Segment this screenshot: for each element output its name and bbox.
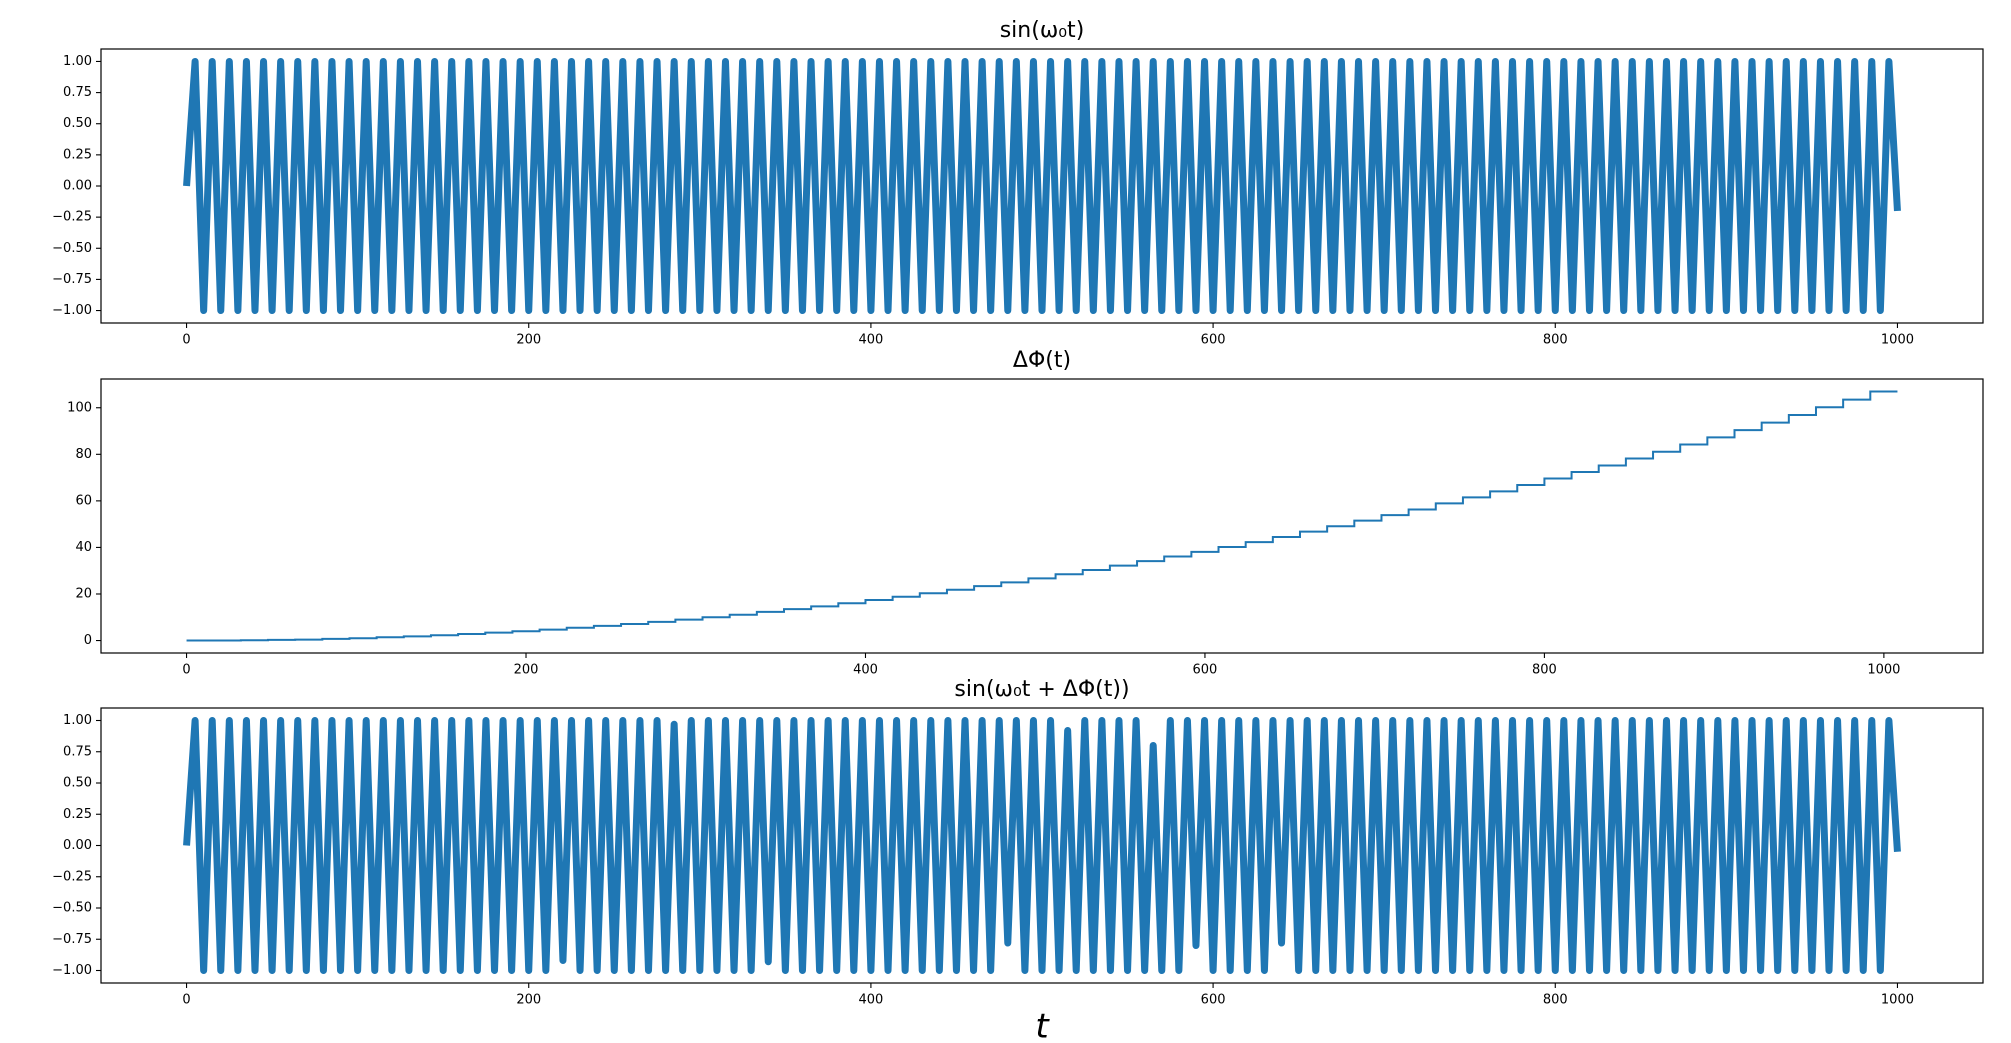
- plot-area: [183, 717, 1901, 974]
- y-tick-label: 0.75: [63, 744, 92, 759]
- y-tick-label: 60: [75, 493, 92, 508]
- y-tick-label: 1.00: [63, 713, 92, 728]
- axes-frame: [100, 378, 1984, 654]
- x-tick-label: 600: [1201, 333, 1226, 348]
- x-tick-label: 800: [1532, 663, 1557, 678]
- plot-area: [186, 390, 1898, 642]
- y-tick-label: 0.00: [63, 838, 92, 853]
- y-tick-label: 0.00: [63, 179, 92, 194]
- x-tick-label: 800: [1543, 993, 1568, 1008]
- y-tick-label: −0.25: [52, 210, 92, 225]
- y-tick-label: −0.75: [52, 932, 92, 947]
- phase-step-line: [186, 390, 1898, 642]
- x-tick-label: 200: [516, 333, 541, 348]
- y-tick-label: 0: [84, 633, 92, 648]
- y-tick-label: 80: [75, 447, 92, 462]
- y-tick-label: −0.25: [52, 869, 92, 884]
- y-tick-label: −1.00: [52, 963, 92, 978]
- x-axis-label: t: [1035, 1007, 1050, 1043]
- x-tick-label: 1000: [1881, 333, 1914, 348]
- y-tick-label: 0.25: [63, 807, 92, 822]
- x-tick-label: 600: [1201, 993, 1226, 1008]
- x-tick-label: 800: [1543, 333, 1568, 348]
- y-tick-label: −0.50: [52, 241, 92, 256]
- x-tick-label: 1000: [1881, 993, 1914, 1008]
- x-tick-label: 0: [182, 993, 190, 1008]
- y-tick-label: 20: [75, 586, 92, 601]
- chart-title: sin(ω₀t): [1000, 18, 1085, 43]
- y-tick-label: 100: [67, 400, 92, 415]
- x-tick-label: 400: [853, 663, 878, 678]
- x-tick-label: 0: [182, 663, 190, 678]
- chart-title: sin(ω₀t + ΔΦ(t)): [954, 677, 1129, 702]
- y-tick-label: 0.50: [63, 116, 92, 131]
- y-tick-label: −1.00: [52, 303, 92, 318]
- x-tick-label: 400: [858, 993, 883, 1008]
- y-tick-label: 0.50: [63, 776, 92, 791]
- signal-line: [183, 57, 1901, 315]
- y-tick-label: 0.25: [63, 147, 92, 162]
- x-tick-label: 600: [1193, 663, 1218, 678]
- y-tick-label: 0.75: [63, 85, 92, 100]
- y-tick-label: −0.50: [52, 901, 92, 916]
- y-tick-label: 1.00: [63, 54, 92, 69]
- x-tick-label: 0: [182, 333, 190, 348]
- chart-title: ΔΦ(t): [1013, 348, 1071, 373]
- y-tick-label: −0.75: [52, 272, 92, 287]
- x-tick-label: 200: [516, 993, 541, 1008]
- x-tick-label: 200: [514, 663, 539, 678]
- y-tick-label: 40: [75, 540, 92, 555]
- x-tick-label: 400: [858, 333, 883, 348]
- signal-line: [183, 717, 1901, 974]
- plot-area: [183, 57, 1901, 315]
- x-tick-label: 1000: [1867, 663, 1900, 678]
